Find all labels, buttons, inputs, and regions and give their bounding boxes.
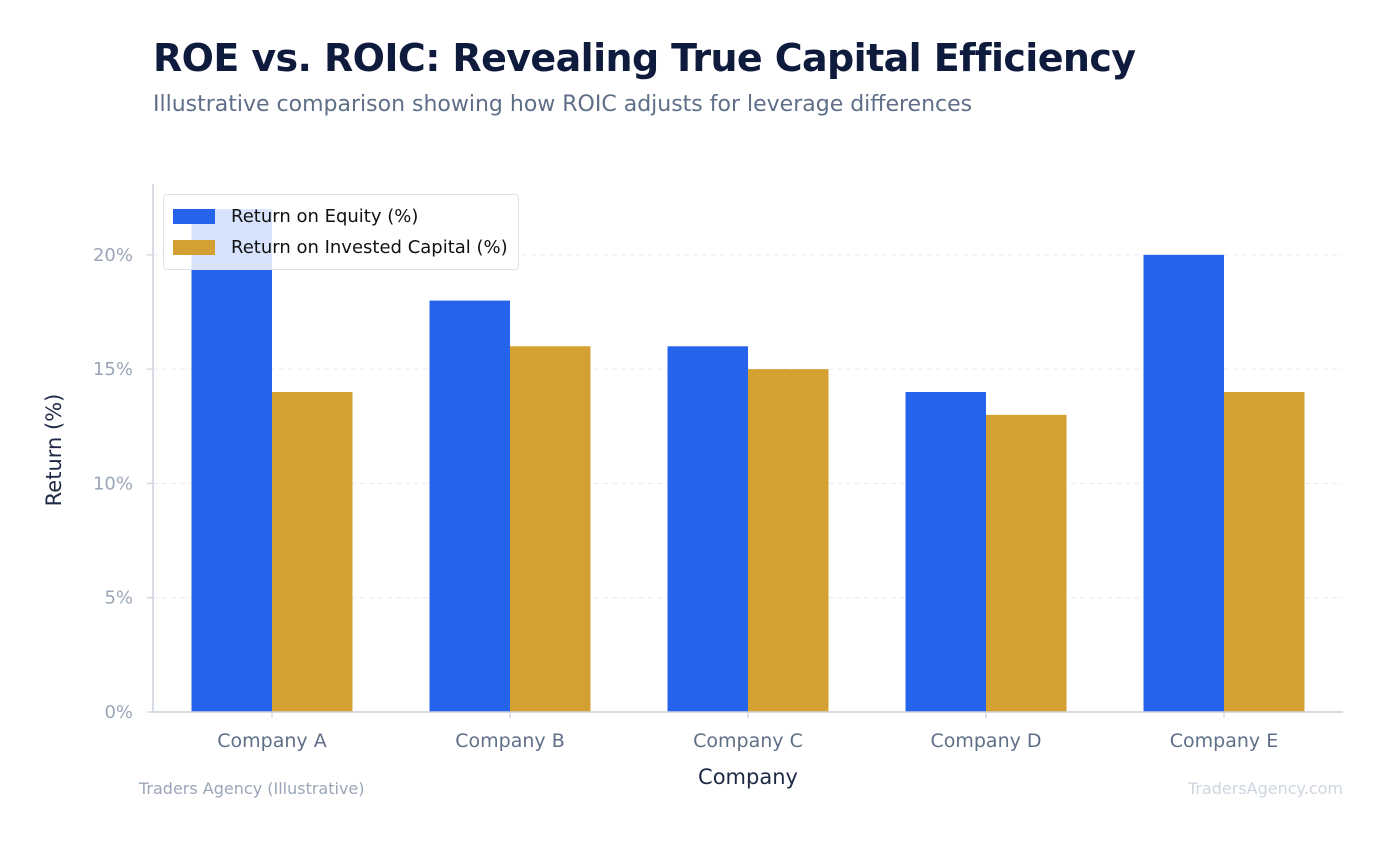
legend-item-roic: Return on Invested Capital (%)	[173, 232, 508, 263]
x-tick-label: Company C	[693, 730, 803, 752]
bar-roic	[1224, 392, 1305, 712]
legend-item-roe: Return on Equity (%)	[173, 201, 508, 232]
legend-label-roe: Return on Equity (%)	[231, 206, 419, 227]
bar-roic	[510, 346, 591, 712]
x-axis-title: Company	[698, 765, 798, 789]
axis-labels: 0% 5% 10% 15% 20% Company A Company B Company C…	[42, 245, 1278, 789]
bar-roe	[429, 300, 510, 712]
bars	[191, 209, 1305, 712]
source-note: Traders Agency (Illustrative)	[139, 779, 365, 798]
bar-roe	[667, 346, 748, 712]
bar-roe	[905, 392, 986, 712]
bar-roe	[191, 209, 272, 712]
bar-roe	[1143, 254, 1224, 712]
y-tick-label: 15%	[93, 359, 133, 380]
x-tick-label: Company B	[455, 730, 564, 752]
chart-title: ROE vs. ROIC: Revealing True Capital Eff…	[153, 36, 1136, 80]
axes	[147, 184, 1343, 718]
y-tick-label: 0%	[104, 702, 133, 723]
x-tick-label: Company A	[217, 730, 326, 752]
bar-roic	[272, 392, 353, 712]
bar-roic	[986, 414, 1067, 712]
x-tick-label: Company E	[1170, 730, 1278, 752]
y-axis-title: Return (%)	[42, 394, 66, 507]
legend-label-roic: Return on Invested Capital (%)	[231, 237, 508, 258]
x-tick-label: Company D	[930, 730, 1041, 752]
chart-subtitle: Illustrative comparison showing how ROIC…	[153, 92, 973, 117]
watermark: TradersAgency.com	[1187, 779, 1343, 798]
y-tick-label: 20%	[93, 245, 133, 266]
legend-swatch-roe	[173, 209, 215, 224]
y-tick-label: 10%	[93, 473, 133, 494]
legend-swatch-roic	[173, 240, 215, 255]
y-tick-label: 5%	[104, 588, 133, 609]
chart-legend: Return on Equity (%) Return on Invested …	[163, 194, 519, 270]
bar-roic	[748, 369, 829, 712]
